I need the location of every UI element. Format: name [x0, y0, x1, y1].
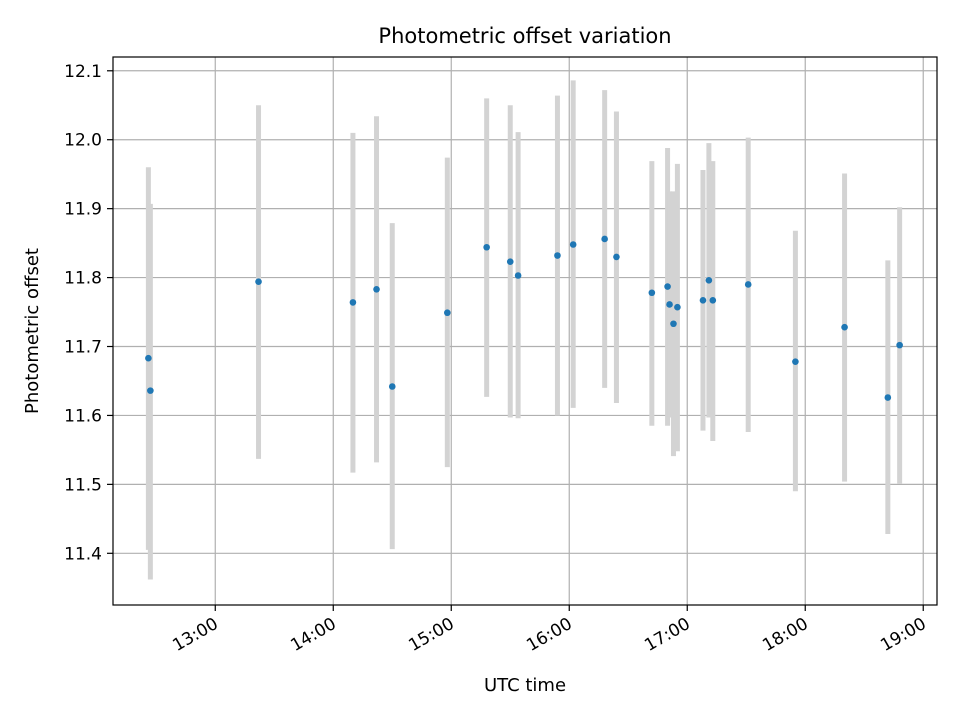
- data-point: [792, 358, 799, 365]
- data-point: [705, 277, 713, 284]
- data-point: [514, 272, 522, 279]
- x-axis-label: UTC time: [484, 675, 566, 696]
- data-point: [388, 383, 396, 390]
- data-point: [699, 297, 707, 304]
- data-point: [613, 253, 620, 261]
- data-point: [349, 299, 357, 306]
- data-point: [648, 289, 656, 297]
- data-point: [670, 320, 677, 328]
- plot-area: [113, 57, 937, 605]
- plot-frame: [112, 56, 938, 606]
- chart-title: Photometric offset variation: [378, 24, 671, 48]
- data-point: [444, 309, 451, 317]
- y-axis-ticks: 11.4 11.5 11.6 11.7 11.8 11.9 12.0 12.1: [64, 62, 113, 564]
- data-point: [601, 235, 608, 243]
- data-point: [674, 303, 681, 311]
- y-tick-label: 11.9: [64, 200, 102, 220]
- y-tick-label: 11.6: [64, 406, 102, 426]
- y-tick-label: 12.0: [64, 131, 102, 151]
- data-point: [255, 278, 262, 286]
- data-point: [145, 354, 152, 362]
- data-point: [483, 243, 490, 251]
- data-point: [841, 323, 848, 331]
- data-point: [744, 281, 752, 288]
- data-point: [709, 297, 717, 304]
- y-tick-label: 11.7: [64, 338, 102, 358]
- data-point: [554, 252, 561, 259]
- grid: [113, 57, 937, 605]
- data-point: [666, 301, 673, 308]
- data-point: [884, 394, 892, 401]
- y-tick-label: 12.1: [64, 62, 102, 82]
- data-point: [147, 387, 154, 394]
- data-point: [506, 258, 514, 266]
- data-point: [896, 341, 903, 349]
- data-points: [145, 235, 903, 401]
- data-point: [569, 241, 577, 248]
- y-axis-label: Photometric offset: [22, 248, 43, 414]
- y-tick-label: 11.4: [64, 544, 102, 564]
- data-point: [664, 283, 671, 290]
- y-tick-label: 11.5: [64, 475, 102, 495]
- data-point: [373, 285, 380, 293]
- y-tick-label: 11.8: [64, 269, 102, 289]
